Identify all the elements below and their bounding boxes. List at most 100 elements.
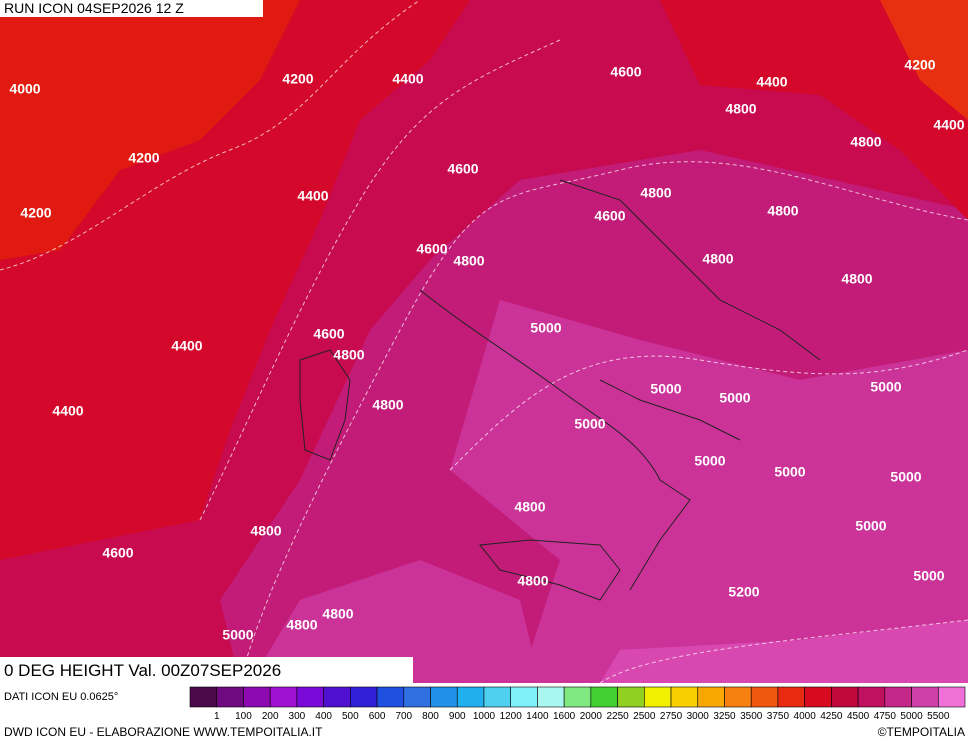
contour-label: 4600 xyxy=(416,241,447,257)
copyright: ©TEMPOITALIA xyxy=(878,725,965,739)
color-swatch xyxy=(563,686,592,708)
contour-label: 4400 xyxy=(392,71,423,87)
color-swatch xyxy=(189,686,218,708)
field-box xyxy=(0,657,413,683)
color-swatch xyxy=(590,686,618,708)
contour-label: 5000 xyxy=(574,416,605,432)
legend-label: 4750 xyxy=(874,711,897,722)
legend-label: 1000 xyxy=(473,711,496,722)
contour-label: 4800 xyxy=(514,499,545,515)
legend-label: 3750 xyxy=(767,711,790,722)
coastlines xyxy=(299,179,821,601)
legend-label: 2750 xyxy=(660,711,683,722)
color-swatch xyxy=(724,686,752,708)
contour-label: 4800 xyxy=(841,271,872,287)
legend-label: 3500 xyxy=(740,711,763,722)
contour-labels: 4000 4200 4400 4200 4200 4400 4400 4600 4600 4400… xyxy=(9,57,964,643)
contour-label: 4600 xyxy=(610,64,641,80)
header-box xyxy=(0,0,263,17)
legend-label: 700 xyxy=(395,711,412,722)
legend-label: 3000 xyxy=(687,711,710,722)
legend-label: 500 xyxy=(342,711,359,722)
legend-label: 200 xyxy=(262,711,279,722)
zone-4400 xyxy=(660,0,968,220)
legend-label: 600 xyxy=(369,711,386,722)
contour-label: 4800 xyxy=(640,185,671,201)
contour-label: 5000 xyxy=(650,381,681,397)
legend-label: 1400 xyxy=(526,711,549,722)
contours xyxy=(0,0,968,684)
color-swatch xyxy=(777,686,805,708)
zone-4200 xyxy=(0,0,300,260)
legend-label: 5000 xyxy=(900,711,923,722)
color-swatch xyxy=(804,686,832,708)
contour-label: 5000 xyxy=(222,627,253,643)
contour-label: 4000 xyxy=(9,81,40,97)
zone-5000 xyxy=(250,560,540,683)
color-swatch xyxy=(537,686,565,708)
legend-label: 4250 xyxy=(820,711,843,722)
contour-label: 5000 xyxy=(774,464,805,480)
contour-label: 5000 xyxy=(890,469,921,485)
contour-label: 5000 xyxy=(855,518,886,534)
legend-label: 4500 xyxy=(847,711,870,722)
color-swatch xyxy=(296,686,324,708)
legend-label: 1200 xyxy=(500,711,523,722)
legend-label: 2250 xyxy=(606,711,629,722)
colorbar: 1 100 200 300 400 500 600 700 800 900 1000 1200 1400… xyxy=(189,686,966,722)
legend-label: 2000 xyxy=(580,711,603,722)
zone-5200 xyxy=(600,620,968,683)
zone-5000 xyxy=(450,300,968,683)
contour-label: 4600 xyxy=(594,208,625,224)
contour-label: 5000 xyxy=(913,568,944,584)
contour-label: 4200 xyxy=(282,71,313,87)
color-swatch xyxy=(644,686,672,708)
contour-label: 4200 xyxy=(20,205,51,221)
contour-label: 4800 xyxy=(850,134,881,150)
contour-label: 4400 xyxy=(52,403,83,419)
contour-label: 4400 xyxy=(297,188,328,204)
contour-label: 4600 xyxy=(102,545,133,561)
legend-label: 4000 xyxy=(794,711,817,722)
color-swatch xyxy=(216,686,244,708)
contour-label: 4800 xyxy=(767,203,798,219)
contour-label: 4800 xyxy=(372,397,403,413)
color-swatch xyxy=(911,686,939,708)
color-swatch xyxy=(376,686,405,708)
color-swatch xyxy=(430,686,458,708)
contour-label: 5000 xyxy=(719,390,750,406)
contour-label: 5200 xyxy=(728,584,759,600)
field-label: 0 DEG HEIGHT Val. 00Z07SEP2026 xyxy=(4,661,281,680)
color-swatch xyxy=(403,686,431,708)
color-swatch xyxy=(750,686,779,708)
contour-label: 4800 xyxy=(322,606,353,622)
color-swatch xyxy=(243,686,271,708)
color-swatch xyxy=(323,686,351,708)
contour-label: 4400 xyxy=(933,117,964,133)
color-swatch xyxy=(456,686,485,708)
color-swatch xyxy=(483,686,511,708)
legend-label: 400 xyxy=(315,711,332,722)
contour-label: 5000 xyxy=(530,320,561,336)
contour-label: 4800 xyxy=(250,523,281,539)
color-swatch xyxy=(857,686,886,708)
legend-label: 900 xyxy=(449,711,466,722)
contour-label: 4800 xyxy=(725,101,756,117)
color-swatch xyxy=(697,686,725,708)
legend-label: 1 xyxy=(214,711,220,722)
legend-label: 800 xyxy=(422,711,439,722)
legend-label: 2500 xyxy=(633,711,656,722)
contour-label: 4800 xyxy=(453,253,484,269)
color-swatch xyxy=(617,686,645,708)
contour-label: 4800 xyxy=(517,573,548,589)
contour-label: 5000 xyxy=(694,453,725,469)
contour-label: 4200 xyxy=(904,57,935,73)
contour-label: 4600 xyxy=(313,326,344,342)
run-label: RUN ICON 04SEP2026 12 Z xyxy=(4,0,184,16)
credit: DWD ICON EU - ELABORAZIONE WWW.TEMPOITAL… xyxy=(4,725,323,739)
contour-label: 4800 xyxy=(333,347,364,363)
data-source: DATI ICON EU 0.0625° xyxy=(4,691,118,703)
color-swatch xyxy=(510,686,538,708)
